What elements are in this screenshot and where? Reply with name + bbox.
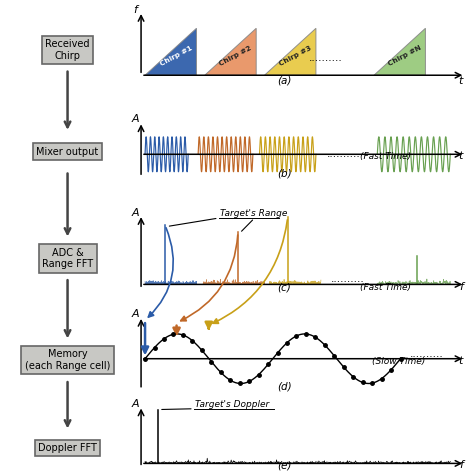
Text: (c): (c) [277,283,292,292]
Text: ..........: .......... [410,349,444,359]
Text: f: f [459,460,463,470]
Text: (a): (a) [277,76,292,86]
Text: Received
Chirp: Received Chirp [46,39,90,61]
Text: (d): (d) [277,382,292,392]
Text: Chirp #3: Chirp #3 [278,45,312,67]
Text: (Slow Time): (Slow Time) [372,357,426,366]
Polygon shape [374,28,425,75]
Text: Mixer output: Mixer output [36,146,99,157]
Text: Target's Range: Target's Range [219,209,287,218]
Text: A: A [131,115,139,125]
Text: A: A [131,310,139,319]
Text: ..........: .......... [330,273,365,284]
Text: Chirp #1: Chirp #1 [159,45,193,67]
Text: Doppler FFT: Doppler FFT [38,443,97,453]
Text: (e): (e) [277,460,292,471]
Text: A: A [131,399,139,409]
Text: (Fast Time): (Fast Time) [360,152,411,161]
Text: Chirp #2: Chirp #2 [219,45,253,67]
Text: t: t [459,151,463,161]
Text: t: t [459,76,463,86]
Text: Target's Doppler: Target's Doppler [195,400,269,409]
Text: A: A [131,208,139,218]
Text: Memory
(each Range cell): Memory (each Range cell) [25,349,110,371]
Text: t: t [459,356,463,366]
Text: Chirp #N: Chirp #N [387,45,422,67]
Polygon shape [264,28,316,75]
Text: f: f [133,5,137,15]
Text: ..........: .......... [309,53,343,63]
Polygon shape [145,28,196,75]
Text: ..........: .......... [327,149,361,159]
Text: f: f [459,282,463,292]
Text: ADC &
Range FFT: ADC & Range FFT [42,247,93,269]
Text: (b): (b) [277,168,292,178]
Polygon shape [205,28,256,75]
Text: (Fast Time): (Fast Time) [360,283,411,292]
